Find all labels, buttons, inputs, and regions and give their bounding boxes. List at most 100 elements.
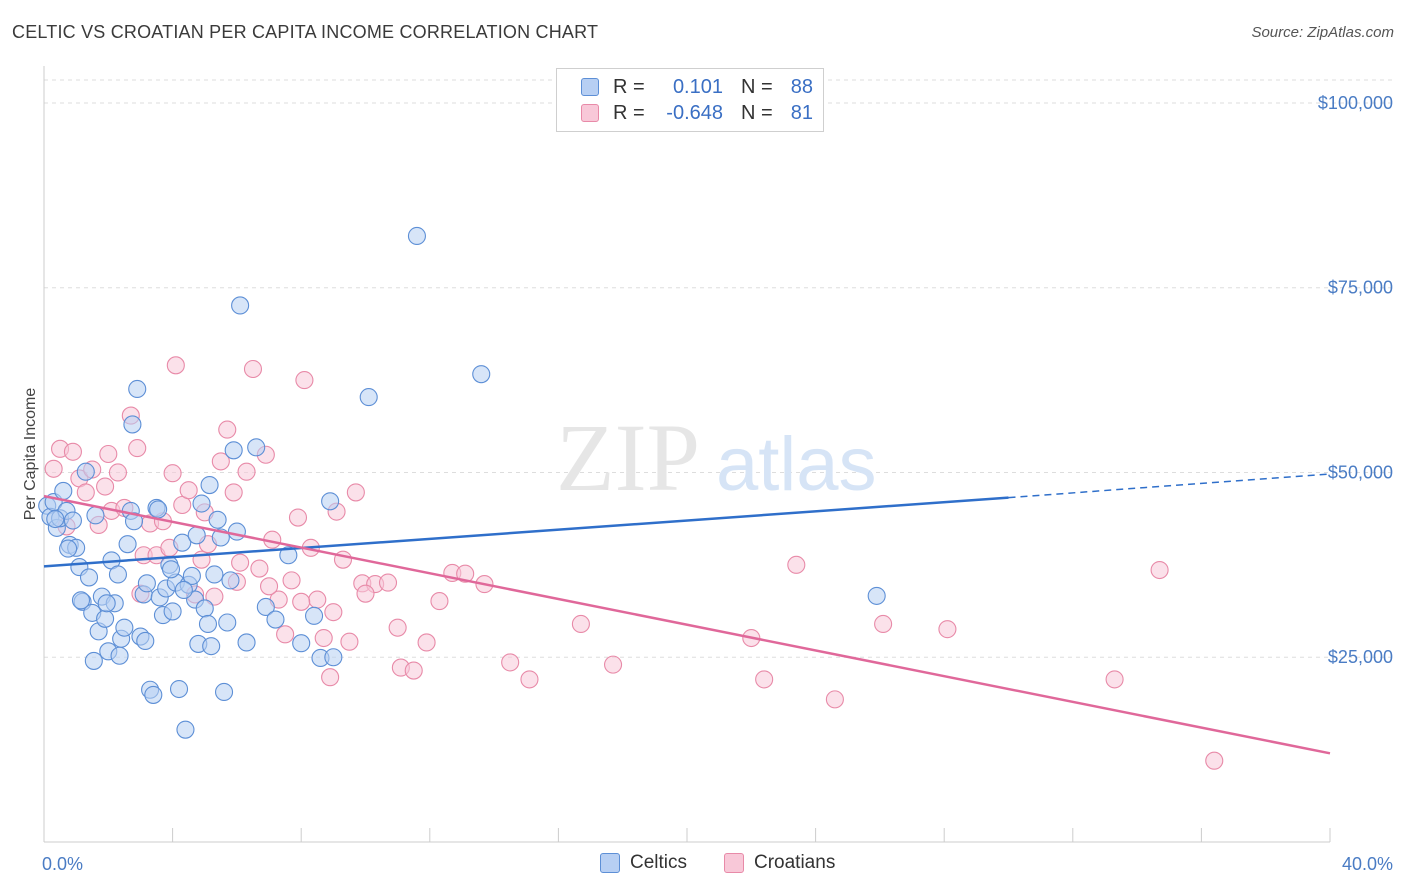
celtics-point	[214, 682, 234, 702]
legend-label-croatians: Croatians	[754, 852, 836, 873]
celtics-point	[279, 546, 298, 565]
celtics-point	[359, 388, 378, 407]
celtics-point	[867, 586, 886, 605]
stats-row-celtics: R = 0.101 N = 88	[581, 75, 813, 99]
celtics-point	[231, 296, 250, 315]
croatians-point	[292, 592, 311, 611]
celtics-point	[118, 535, 137, 554]
croatians-point	[417, 633, 436, 652]
celtics-point	[96, 609, 115, 628]
croatians-point	[404, 661, 423, 680]
croatians-point	[205, 587, 224, 606]
x-tick-label: 0.0%	[42, 854, 83, 874]
celtics-point	[256, 597, 275, 617]
croatians-point	[324, 603, 343, 622]
croatians-point	[44, 459, 63, 478]
celtics-point	[169, 679, 189, 699]
celtics-point	[115, 618, 134, 637]
croatians-point	[128, 439, 147, 458]
x-tick-label: 40.0%	[1342, 854, 1393, 874]
croatians-point	[218, 420, 237, 439]
croatians-point	[224, 483, 243, 502]
celtics-point	[218, 613, 237, 632]
croatians-point	[99, 444, 118, 464]
croatians-point	[874, 614, 893, 634]
celtics-point	[266, 610, 285, 629]
celtics-point	[227, 522, 246, 541]
celtics-point	[110, 646, 129, 665]
y-tick-label: $75,000	[1328, 278, 1393, 298]
celtics-point	[472, 365, 491, 384]
croatians-legend-swatch	[724, 853, 744, 873]
celtics-point	[97, 594, 116, 613]
croatians-point	[96, 477, 115, 496]
croatians-point	[166, 356, 185, 375]
celtics-point	[174, 580, 193, 600]
croatians-point	[211, 452, 230, 471]
croatians-point	[340, 632, 359, 651]
croatians-point	[501, 653, 520, 672]
croatians-point	[1105, 670, 1124, 689]
croatians-trend-line	[43, 494, 1331, 755]
croatians-point	[231, 553, 250, 572]
croatians-point	[237, 462, 256, 481]
legend-item-celtics[interactable]: Celtics	[600, 852, 687, 874]
series-celtics	[38, 226, 886, 739]
celtics-point	[144, 685, 163, 704]
croatians-point	[314, 628, 333, 648]
source-label: Source: ZipAtlas.com	[1251, 24, 1394, 41]
celtics-point	[86, 506, 105, 525]
croatians-point	[430, 592, 449, 611]
watermark-zip: ZIP	[556, 404, 700, 511]
croatians-point	[571, 614, 590, 634]
trend-lines	[43, 473, 1331, 755]
celtics-point	[200, 475, 219, 495]
celtics-trend-line	[43, 496, 1009, 568]
celtics-point	[221, 571, 240, 590]
croatians-point	[308, 590, 327, 609]
watermark: ZIP atlas	[556, 404, 877, 511]
celtics-point	[136, 631, 155, 651]
croatians-point	[825, 690, 844, 709]
croatians-point	[938, 620, 957, 639]
croatians-point	[76, 483, 95, 502]
r-value: -0.648	[666, 101, 723, 124]
r-value: 0.101	[672, 75, 723, 98]
croatians-point	[243, 359, 263, 379]
croatians-point	[456, 564, 475, 583]
celtics-point	[205, 565, 224, 584]
y-tick-label: $50,000	[1328, 462, 1393, 482]
celtics-legend-swatch	[600, 853, 620, 873]
celtics-point	[202, 637, 221, 656]
celtics-point	[292, 634, 311, 653]
celtics-point	[84, 651, 103, 670]
celtics-point	[208, 510, 227, 529]
croatians-point	[163, 464, 182, 483]
celtics-point	[59, 539, 78, 558]
celtics-swatch	[581, 78, 599, 96]
croatians-point	[604, 655, 623, 674]
celtics-point	[305, 606, 324, 625]
legend-item-croatians[interactable]: Croatians	[724, 852, 835, 874]
stats-legend: R = 0.101 N = 88 R = -0.648 N = 81	[556, 68, 824, 132]
croatians-point	[108, 463, 127, 482]
watermark-atlas: atlas	[716, 422, 877, 507]
croatians-point	[179, 481, 198, 500]
celtics-point	[76, 462, 95, 481]
croatians-point	[1205, 751, 1224, 770]
celtics-point	[182, 566, 201, 585]
celtics-point	[163, 602, 182, 621]
croatians-point	[321, 668, 340, 687]
celtics-point	[63, 511, 82, 530]
celtics-point	[79, 568, 99, 587]
y-tick-label: $100,000	[1318, 93, 1393, 113]
r-label: R =	[613, 101, 645, 124]
celtics-point	[128, 379, 147, 399]
celtics-point	[324, 648, 343, 667]
n-value: 88	[790, 75, 813, 98]
croatians-point	[356, 584, 375, 603]
croatians-point	[282, 571, 301, 590]
celtics-point	[407, 226, 426, 246]
croatians-point	[1150, 560, 1169, 580]
